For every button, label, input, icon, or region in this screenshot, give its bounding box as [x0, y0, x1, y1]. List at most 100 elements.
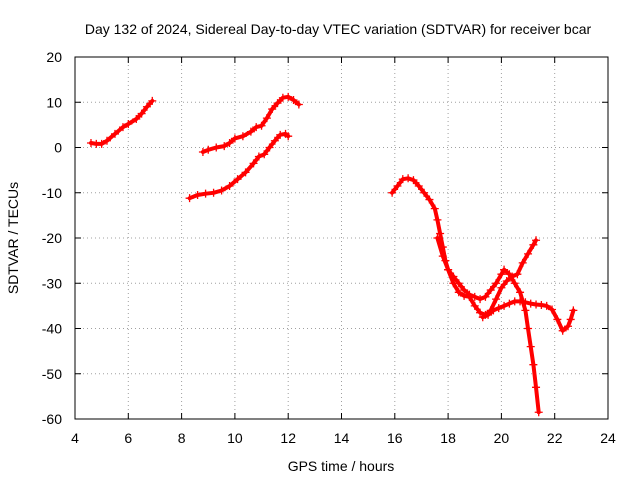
data-point	[433, 234, 442, 242]
series-arc6	[478, 297, 578, 335]
data-point	[148, 96, 157, 105]
data-point	[241, 168, 250, 177]
data-point	[137, 109, 146, 118]
data-point	[273, 99, 282, 108]
y-tick-label: -20	[42, 230, 62, 246]
series-arc1	[86, 96, 157, 148]
data-point	[276, 130, 285, 139]
x-tick-label: 10	[227, 430, 243, 446]
data-point	[505, 299, 514, 308]
data-point	[478, 313, 487, 322]
data-point	[516, 288, 525, 297]
data-point	[502, 276, 511, 285]
data-point	[510, 279, 519, 288]
data-point	[489, 306, 498, 315]
data-point	[252, 123, 261, 132]
data-point	[225, 138, 234, 147]
data-point	[193, 191, 202, 200]
axis-ticks: 4 6 8 10 12 14 16 18 20 22 24 20 10 0 -10 -20 -30 -40 -50 -…	[42, 49, 616, 446]
x-tick-label: 24	[600, 430, 616, 446]
data-point	[209, 188, 218, 197]
y-tick-label: 20	[46, 49, 62, 65]
data-point	[518, 258, 527, 267]
data-point	[249, 159, 258, 168]
data-point	[537, 300, 546, 309]
data-point	[425, 195, 434, 204]
data-point	[524, 249, 533, 258]
x-axis-label: GPS time / hours	[288, 458, 395, 474]
data-point	[516, 297, 525, 306]
data-point	[521, 306, 530, 315]
data-point	[524, 324, 533, 333]
data-point	[257, 121, 266, 130]
data-point	[142, 102, 151, 111]
data-point	[289, 95, 298, 104]
data-series	[86, 92, 578, 417]
data-point	[246, 127, 255, 136]
data-point	[542, 301, 551, 310]
data-point	[529, 240, 538, 249]
data-point	[521, 298, 530, 307]
data-point	[254, 152, 263, 161]
data-point	[449, 279, 458, 288]
x-tick-label: 22	[547, 430, 563, 446]
data-point	[465, 292, 474, 301]
data-point	[497, 283, 506, 292]
data-point	[553, 315, 562, 324]
data-point	[500, 301, 509, 310]
y-tick-label: 10	[46, 94, 62, 110]
x-tick-label: 6	[124, 430, 132, 446]
data-point	[284, 92, 293, 101]
data-point	[217, 186, 226, 195]
y-tick-label: -30	[42, 275, 62, 291]
y-tick-label: -40	[42, 321, 62, 337]
x-tick-label: 16	[387, 430, 403, 446]
data-point	[86, 138, 95, 147]
data-point	[233, 175, 242, 184]
data-point	[430, 204, 439, 213]
data-point	[534, 408, 543, 417]
data-point	[436, 229, 445, 238]
data-point	[558, 326, 567, 335]
data-point	[566, 315, 575, 324]
data-point	[444, 265, 453, 274]
data-point	[414, 181, 423, 190]
data-point	[278, 93, 287, 102]
data-point	[260, 150, 269, 159]
data-point	[398, 175, 407, 184]
data-point	[526, 342, 535, 351]
data-point	[284, 132, 293, 141]
x-tick-label: 4	[71, 430, 79, 446]
data-point	[454, 288, 463, 297]
data-point	[110, 129, 119, 138]
chart-title: Day 132 of 2024, Sidereal Day-to-day VTE…	[85, 21, 592, 37]
data-point	[124, 119, 133, 128]
data-point	[470, 301, 479, 310]
data-point	[265, 143, 274, 152]
y-tick-label: -60	[42, 411, 62, 427]
x-tick-label: 18	[440, 430, 456, 446]
data-point	[508, 272, 517, 281]
data-point	[97, 139, 106, 148]
data-point	[438, 252, 447, 261]
data-point	[294, 100, 303, 109]
data-point	[420, 188, 429, 197]
data-point	[513, 270, 522, 279]
data-point	[198, 148, 207, 157]
data-point	[388, 188, 397, 197]
series-line	[187, 131, 291, 201]
data-point	[486, 286, 495, 295]
series-line	[200, 94, 301, 154]
data-point	[118, 123, 127, 132]
data-point	[220, 142, 229, 151]
series-arc2	[198, 92, 303, 157]
data-point	[548, 305, 557, 314]
data-point	[484, 310, 493, 319]
data-point	[262, 114, 271, 123]
y-tick-label: 0	[54, 140, 62, 156]
data-point	[268, 105, 277, 114]
y-tick-label: -50	[42, 366, 62, 382]
data-point	[492, 279, 501, 288]
data-point	[476, 295, 485, 304]
data-point	[481, 292, 490, 301]
